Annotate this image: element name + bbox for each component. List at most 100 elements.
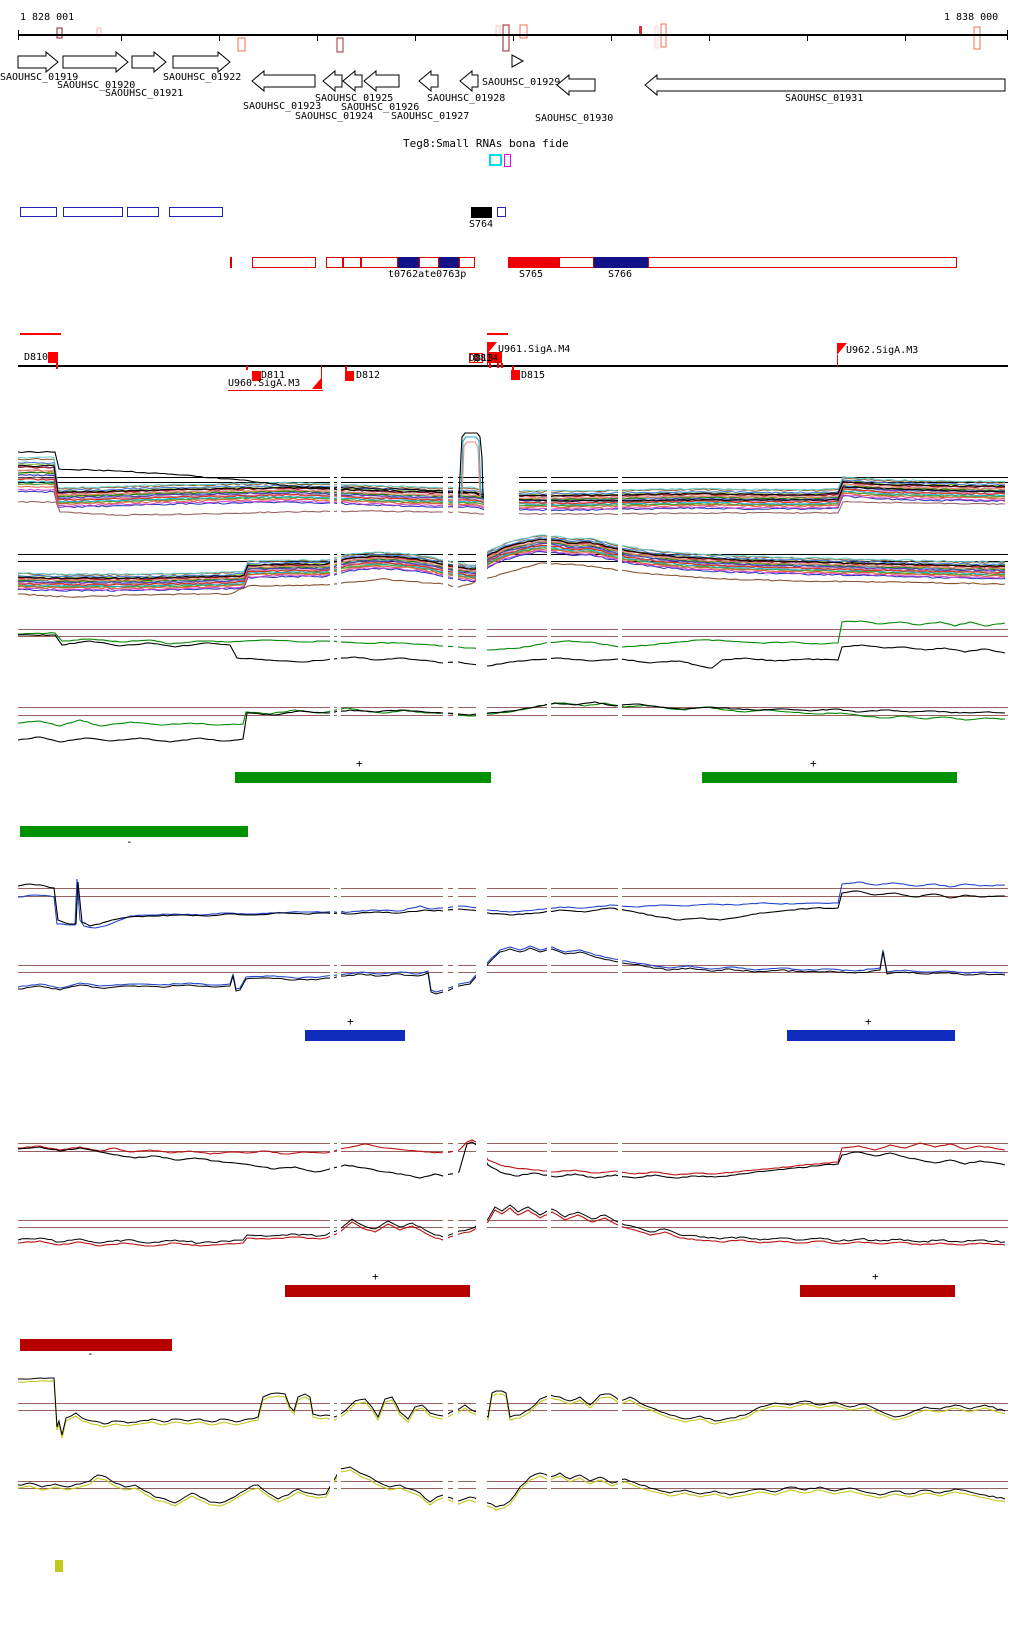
annot-blue-box-4[interactable] (169, 207, 223, 217)
label-D815: D815 (521, 370, 546, 381)
probe-line-all-probes-bottom-3 (17, 548, 1006, 590)
segment-bar-red-plus-2[interactable] (800, 1285, 955, 1297)
srna-box-cyan[interactable] (489, 154, 502, 166)
segment-bar-blue-plus-1[interactable] (305, 1030, 405, 1041)
gene-arrow-SAOUHSC_01930[interactable] (556, 73, 596, 97)
segment-bar-green-minus[interactable] (20, 826, 248, 837)
ruler-tick-6 (709, 36, 710, 41)
red-row-blue-box-1[interactable] (398, 257, 419, 268)
red-row-blue-box-S766[interactable] (594, 257, 648, 268)
ref-line-red-rev-1 (18, 1227, 1008, 1228)
flag-pennant-U961[interactable] (487, 342, 497, 354)
flag-tick-D815 (512, 366, 514, 370)
red-row-blue-box-2[interactable] (439, 257, 459, 268)
ruler-feature-mark-6[interactable] (519, 24, 528, 39)
gene-arrow-SAOUHSC_01923[interactable] (251, 69, 316, 93)
flag-overline-left (20, 333, 61, 335)
red-row-box-6[interactable] (459, 257, 475, 268)
gene-arrow-SAOUHSC_01925[interactable] (342, 69, 363, 93)
probe-gap-yellow-fwd-6 (476, 1372, 487, 1448)
flag-box-D815[interactable] (511, 370, 520, 380)
flag-pennant-U960[interactable] (312, 377, 322, 389)
flag-box-D812[interactable] (345, 371, 354, 381)
gene-arrow-SAOUHSC_01919[interactable] (17, 50, 59, 74)
gene-arrow-SAOUHSC_01924[interactable] (322, 69, 343, 93)
gene-label-SAOUHSC_01929: SAOUHSC_01929 (482, 77, 561, 88)
segment-bar-green-plus-2[interactable] (702, 772, 957, 783)
flag-outline-D814[interactable] (474, 353, 483, 363)
ruler-feature-mark-10[interactable] (973, 26, 981, 50)
probe-gap-all-probes-top-4 (547, 428, 551, 520)
srna-box-magenta[interactable] (504, 154, 511, 167)
gene-arrow-SAOUHSC_01931[interactable] (644, 73, 1006, 97)
ruler-feature-mark-8[interactable] (654, 25, 659, 49)
gene-arrow-SAOUHSC_01926[interactable] (363, 69, 400, 93)
red-row-box-7[interactable] (559, 257, 594, 268)
strand-minus-green: - (126, 835, 133, 848)
signal-cap-all-probes-top-0 (458, 432, 484, 498)
probe-gap-all-probes-bottom-0 (330, 525, 334, 600)
segment-bar-green-plus-1[interactable] (235, 772, 491, 783)
probe-gap-yellow-rev-4 (547, 1452, 551, 1522)
probe-gap-red-fwd-5 (618, 1135, 622, 1196)
segment-bar-red-minus[interactable] (20, 1339, 172, 1351)
red-row-box-5[interactable] (419, 257, 439, 268)
gene-arrow-SAOUHSC_01927[interactable] (418, 69, 439, 93)
ruler-feature-mark-4[interactable] (495, 25, 501, 37)
ruler-feature-mark-5[interactable] (502, 24, 510, 52)
probe-gap-blue-fwd-6 (476, 845, 487, 935)
ruler-feature-mark-7[interactable] (639, 26, 642, 36)
probe-gap-all-probes-bottom-4 (547, 525, 551, 600)
ref-line-green-rev-1 (18, 715, 1008, 716)
annot-blue-box-1[interactable] (20, 207, 57, 217)
ref-line-yellow-fwd-0 (18, 1403, 1008, 1404)
red-row-box-1[interactable] (252, 257, 316, 268)
ruler-feature-mark-0[interactable] (56, 27, 63, 39)
gene-arrow-SAOUHSC_01920[interactable] (62, 50, 129, 74)
annot-blue-box-2[interactable] (63, 207, 123, 217)
probe-gap-yellow-fwd-2 (443, 1372, 448, 1448)
annot-blue-box-3[interactable] (127, 207, 159, 217)
red-row-box-2[interactable] (326, 257, 343, 268)
ref-line-red-rev-0 (18, 1220, 1008, 1221)
flag-box-D810[interactable] (48, 352, 58, 363)
ref-line-yellow-rev-0 (18, 1481, 1008, 1482)
ref-line-blue-rev-0 (18, 965, 1008, 966)
signal-line-yellow-fwd-0-twin (18, 1377, 1006, 1436)
ref-line-green-fwd-1 (18, 636, 1008, 637)
gene-arrow-SAOUHSC_01928[interactable] (459, 69, 479, 93)
probe-gap-green-rev-2 (443, 690, 448, 752)
flag-box-D814[interactable] (492, 352, 502, 363)
gene-label-SAOUHSC_01930: SAOUHSC_01930 (535, 113, 614, 124)
signal-line-green-fwd-1 (17, 634, 1006, 669)
flag-outline-D813[interactable] (469, 353, 478, 363)
flag-pennant-U962[interactable] (837, 343, 847, 355)
red-row-box-4[interactable] (361, 257, 398, 268)
red-row-box-3[interactable] (343, 257, 361, 268)
signal-line-red-rev-0-twin (17, 1204, 1006, 1244)
probe-gap-green-rev-5 (618, 690, 622, 752)
flag-box-D811[interactable] (252, 371, 261, 381)
ruler-feature-mark-2[interactable] (237, 37, 246, 52)
signal-line-blue-rev-0 (17, 945, 1006, 993)
annot-black-box-S764[interactable] (471, 207, 492, 218)
segment-bar-blue-plus-2[interactable] (787, 1030, 955, 1041)
segment-bar-red-plus-1[interactable] (285, 1285, 470, 1297)
red-row-box-8[interactable] (648, 257, 957, 268)
annot-blue-box-5[interactable] (497, 207, 506, 217)
signal-line-yellow-rev-0 (17, 1469, 1006, 1511)
gene-arrow-SAOUHSC_01929[interactable] (511, 54, 525, 68)
signal-line-red-rev-0 (17, 1207, 1006, 1247)
probe-line-all-probes-bottom-13 (18, 534, 1006, 576)
label-S765: S765 (519, 269, 544, 280)
ruler-feature-mark-3[interactable] (336, 37, 344, 53)
probe-gap-red-rev-6 (476, 1200, 487, 1266)
probe-gap-blue-fwd-5 (618, 845, 622, 935)
probe-line-all-probes-bottom-2 (17, 544, 1006, 586)
probe-gap-all-probes-top-1 (337, 428, 341, 520)
ruler-feature-mark-1[interactable] (96, 27, 102, 37)
gene-arrow-SAOUHSC_01921[interactable] (131, 50, 167, 74)
label-overlapping-srna: t0762ate0763p (388, 269, 467, 280)
gene-arrow-SAOUHSC_01922[interactable] (172, 50, 231, 74)
red-row-filled-S765[interactable] (508, 257, 559, 268)
